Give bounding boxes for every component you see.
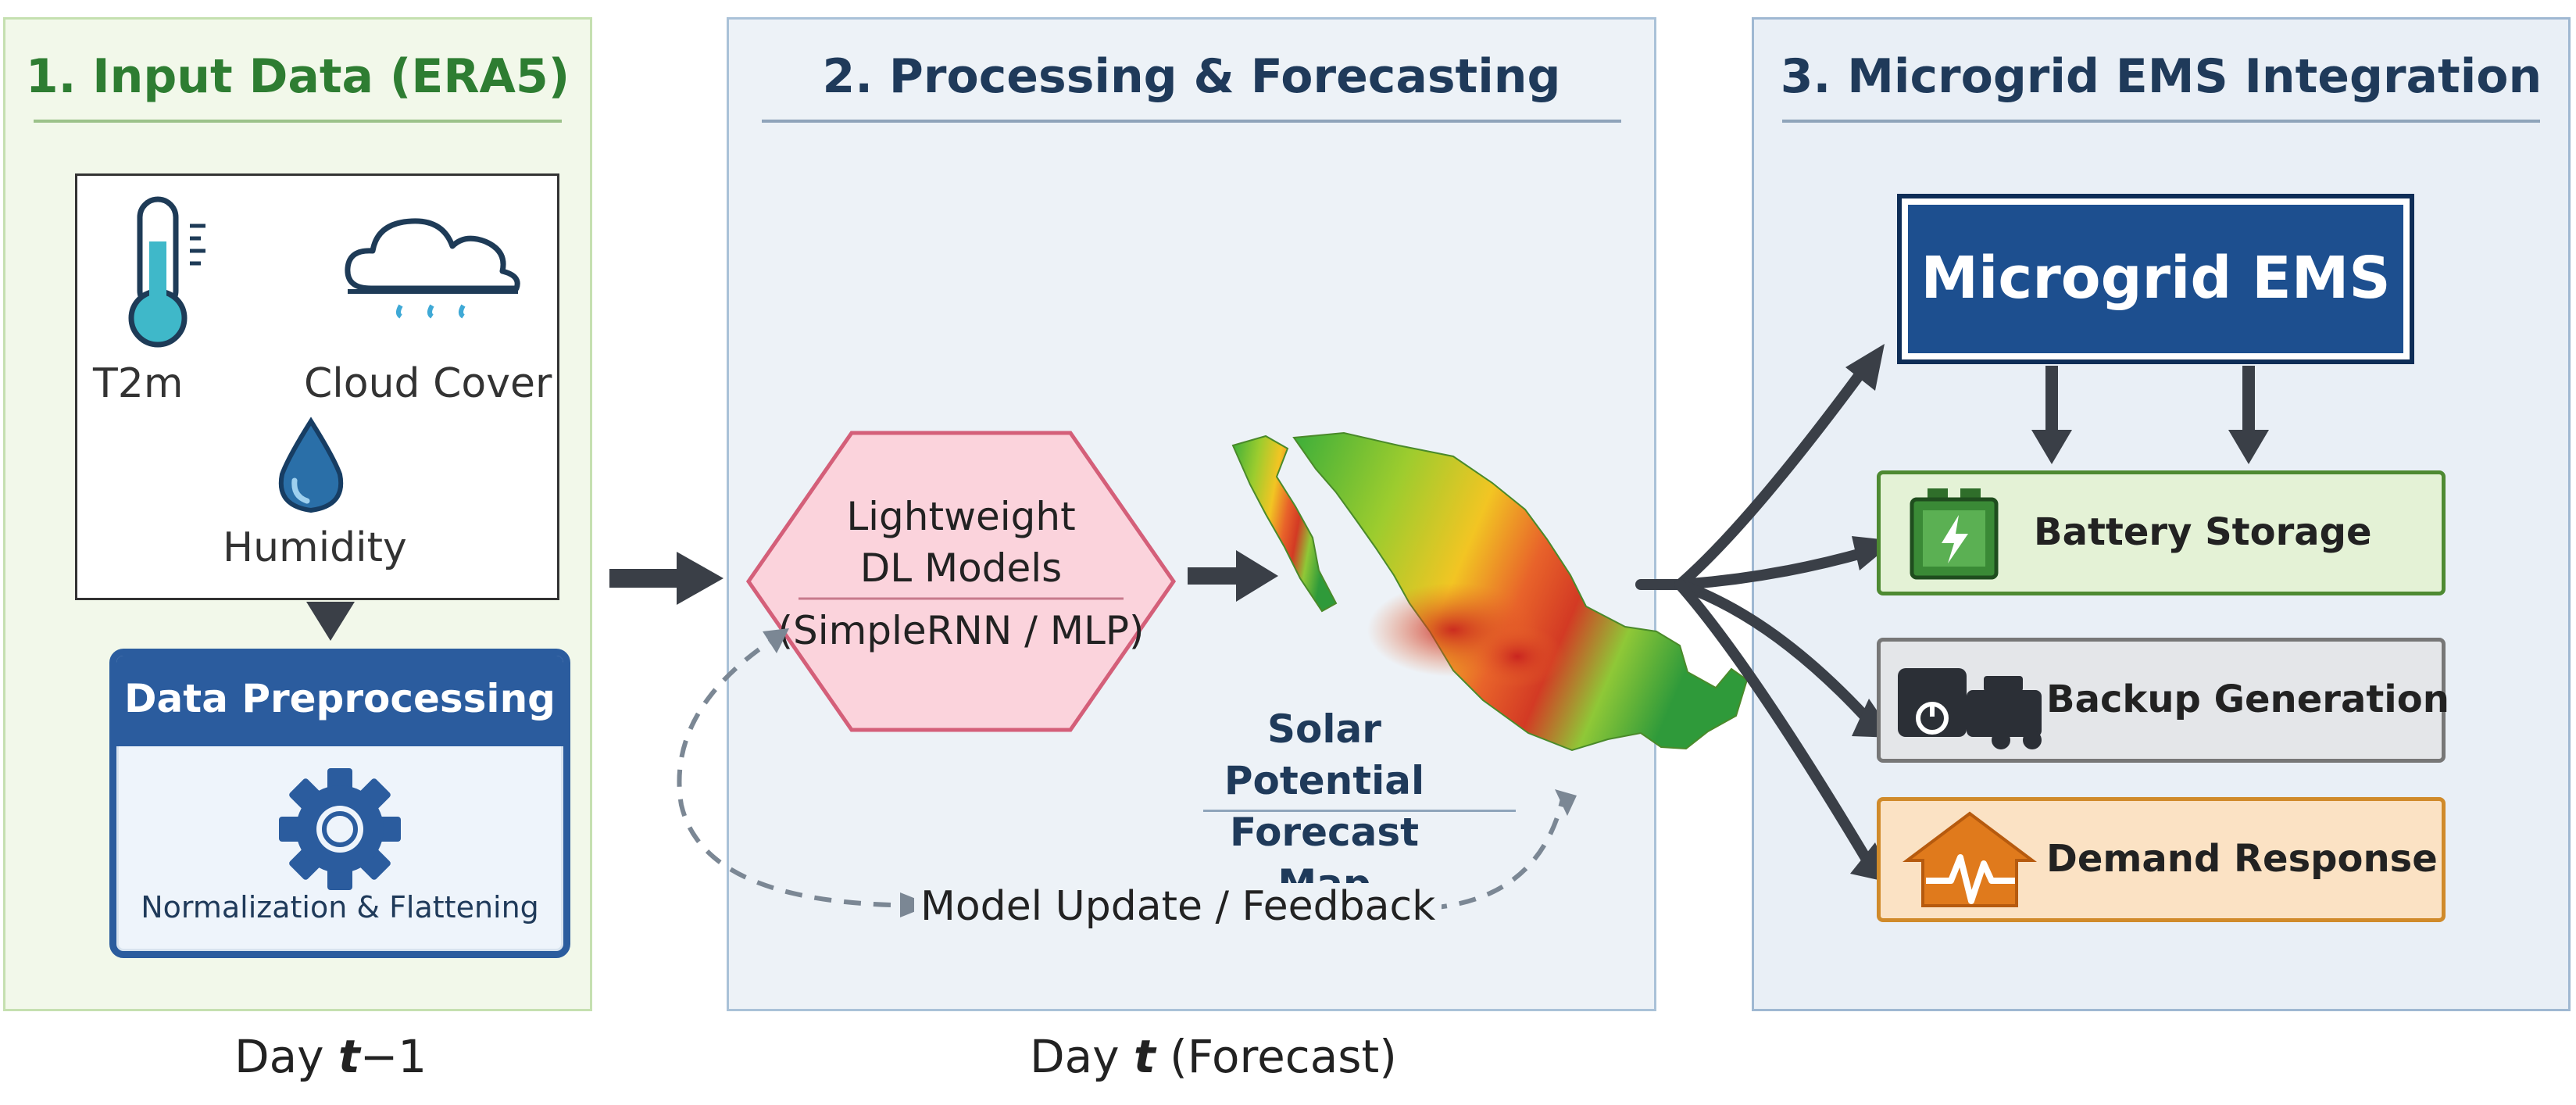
dl-model-label: Lightweight DL Models (SimpleRNN / MLP) — [742, 491, 1180, 656]
ems-panel-title: 3. Microgrid EMS Integration — [1780, 49, 2542, 104]
solar-forecast-map — [1231, 431, 1749, 752]
water-drop-icon — [278, 417, 344, 513]
microgrid-ems-box: Microgrid EMS — [1897, 194, 2414, 364]
map-caption-rule — [1203, 810, 1516, 812]
cloud-rain-icon — [345, 218, 520, 319]
feedback-label: Model Update / Feedback — [914, 883, 1442, 930]
battery-storage-box: Battery Storage — [1877, 470, 2446, 595]
model-line-3: (SimpleRNN / MLP) — [777, 608, 1145, 653]
input-panel-title: 1. Input Data (ERA5) — [25, 49, 570, 104]
preprocessing-title: Data Preprocessing — [116, 656, 563, 746]
input-variables-box: T2m Cloud Cover Humidity — [75, 173, 559, 600]
arrow-to-model — [609, 552, 723, 605]
battery-storage-label: Battery Storage — [2034, 510, 2372, 554]
ems-title-rule — [1782, 120, 2540, 123]
backup-generation-box: Backup Generation — [1877, 638, 2449, 763]
ems-down-arrows — [2031, 366, 2269, 464]
data-preprocessing-box: Data Preprocessing Normalization & Flatt… — [109, 649, 570, 958]
processing-panel-title: 2. Processing & Forecasting — [822, 49, 1561, 104]
day-forecast-label: Day t (Forecast) — [1030, 1030, 1397, 1083]
battery-icon — [1910, 488, 1999, 580]
model-line-1: Lightweight — [846, 494, 1076, 539]
processing-title-rule — [762, 120, 1621, 123]
arrow-to-preprocessing — [306, 602, 355, 641]
generator-icon — [1898, 668, 2042, 749]
input-title-rule — [34, 120, 562, 123]
t2m-label: T2m — [93, 360, 184, 407]
gear-icon — [279, 768, 401, 890]
demand-response-label: Demand Response — [2046, 837, 2438, 881]
feedback-loop-arrows — [677, 628, 1577, 917]
humidity-label: Humidity — [223, 524, 407, 571]
preprocessing-subtitle: Normalization & Flattening — [141, 890, 539, 924]
dl-model-hexagon — [745, 431, 1177, 732]
backup-generation-label: Backup Generation — [2046, 678, 2449, 721]
arrow-to-map — [1188, 550, 1278, 602]
day-previous-label: Day t−1 — [234, 1030, 427, 1083]
map-caption-line-1: Solar Potential — [1224, 706, 1425, 803]
house-pulse-icon — [1903, 811, 2037, 907]
model-line-2: DL Models — [859, 545, 1063, 591]
ems-fanout-arrows — [1635, 344, 1895, 883]
cloud-cover-label: Cloud Cover — [304, 360, 552, 407]
thermometer-icon — [128, 196, 205, 348]
demand-response-box: Demand Response — [1877, 797, 2446, 922]
